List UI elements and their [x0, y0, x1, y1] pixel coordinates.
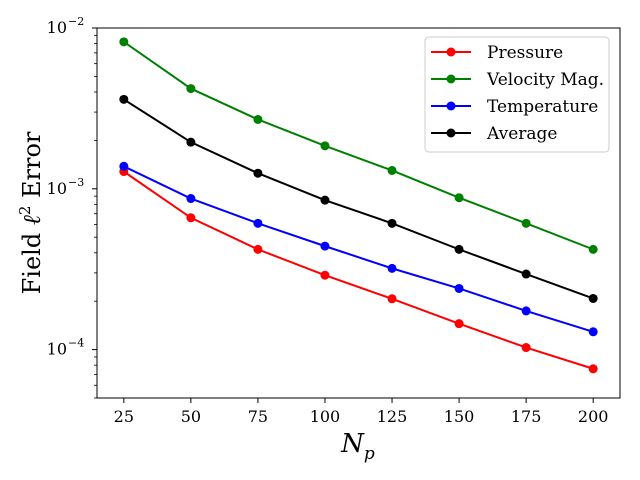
x-tick-label: 25	[114, 407, 134, 426]
series-2	[119, 161, 598, 337]
legend-item-3: Average	[431, 124, 557, 144]
data-point	[253, 218, 263, 228]
x-tick-label: 125	[377, 407, 408, 426]
data-point	[387, 165, 397, 175]
data-point	[588, 293, 598, 303]
x-axis-title: Np	[340, 429, 375, 464]
data-point	[253, 168, 263, 178]
data-point	[186, 137, 196, 147]
data-point	[253, 244, 263, 254]
data-point	[253, 114, 263, 124]
x-tick-label: 100	[310, 407, 341, 426]
x-tick-label: 50	[181, 407, 201, 426]
data-point	[588, 364, 598, 374]
legend-label: Pressure	[487, 43, 563, 63]
data-point	[186, 84, 196, 94]
data-point	[521, 218, 531, 228]
legend-item-1: Velocity Mag.	[431, 70, 604, 90]
series-layer	[119, 37, 598, 374]
x-tick-label: 175	[511, 407, 542, 426]
y-tick-label: 10	[47, 18, 67, 37]
x-tick-label: 200	[578, 407, 609, 426]
x-axis-title-base: N	[340, 429, 365, 459]
data-point	[521, 306, 531, 316]
legend: Pressure Velocity Mag. Temperature Average	[424, 36, 610, 153]
y-axis-title-suffix: Error	[18, 131, 46, 206]
data-point	[454, 283, 464, 293]
data-point	[387, 263, 397, 273]
legend-label: Average	[486, 124, 557, 144]
y-axis-title-prefix: Field	[18, 225, 46, 294]
plot-frame	[96, 27, 621, 399]
x-axis-title-sub: p	[364, 444, 375, 464]
data-point	[119, 37, 129, 47]
data-point	[320, 195, 330, 205]
x-tick-label: 75	[248, 407, 268, 426]
data-point	[454, 319, 464, 329]
legend-item-0: Pressure	[431, 43, 563, 63]
data-point	[320, 141, 330, 151]
data-point	[387, 294, 397, 304]
data-point	[320, 270, 330, 280]
data-point	[186, 213, 196, 223]
series-3	[119, 94, 598, 303]
series-line-3	[123, 98, 594, 300]
data-point	[588, 327, 598, 337]
data-point	[320, 241, 330, 251]
legend-marker	[446, 101, 456, 111]
data-point	[387, 218, 397, 228]
data-point	[521, 343, 531, 353]
legend-marker	[446, 47, 456, 57]
legend-box	[424, 36, 610, 153]
y-tick-label-base: 10	[47, 179, 67, 198]
data-point	[454, 244, 464, 254]
series-0	[119, 167, 598, 374]
series-line-2	[123, 165, 594, 333]
data-point	[454, 193, 464, 203]
y-tick-label-exp: −3	[68, 176, 84, 189]
y-tick-label: 10	[47, 340, 67, 359]
data-point	[119, 161, 129, 171]
legend-marker	[446, 74, 456, 84]
y-tick-label-exp: −2	[68, 15, 84, 28]
data-point	[119, 94, 129, 104]
series-line-1	[123, 41, 594, 251]
series-1	[119, 37, 598, 254]
x-tick-label: 150	[444, 407, 475, 426]
data-point	[588, 244, 598, 254]
y-tick-label: 10	[47, 179, 67, 198]
y-tick-label-base: 10	[47, 18, 67, 37]
data-point	[186, 194, 196, 204]
legend-label: Temperature	[487, 97, 598, 117]
y-axis-title-sup: 2	[16, 206, 34, 216]
legend-item-2: Temperature	[431, 97, 598, 117]
y-tick-label-base: 10	[47, 340, 67, 359]
y-axis-title: Field ℓ2 Error	[16, 131, 46, 294]
data-point	[521, 269, 531, 279]
y-axis-title-symbol: ℓ	[18, 215, 46, 225]
legend-label: Velocity Mag.	[486, 70, 604, 90]
y-tick-label-exp: −4	[68, 337, 84, 350]
series-line-0	[123, 170, 594, 370]
legend-marker	[446, 128, 456, 138]
